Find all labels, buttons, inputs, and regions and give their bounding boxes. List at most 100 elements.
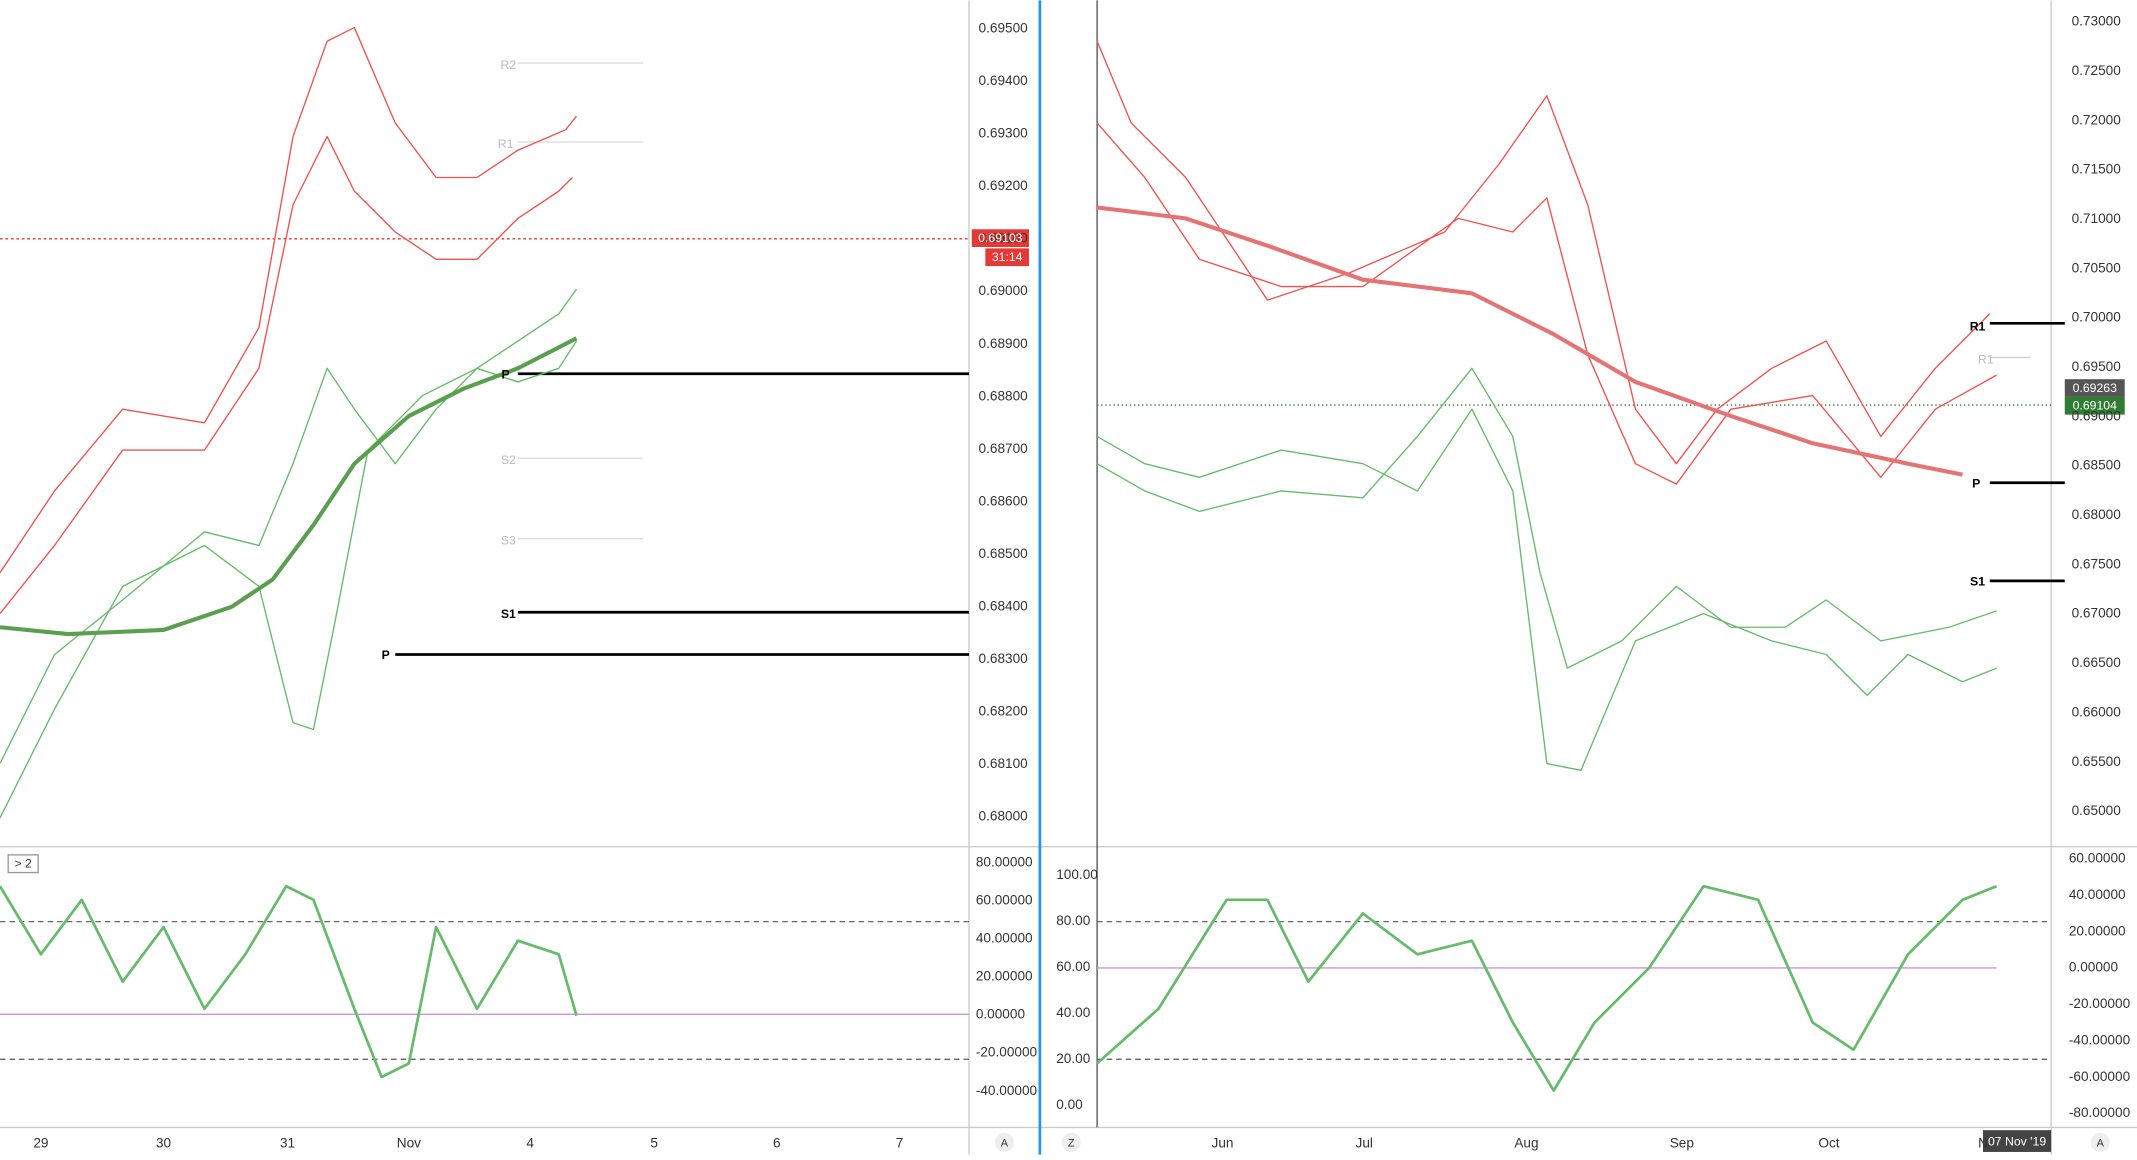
price-tick: 0.73000 bbox=[2072, 14, 2122, 29]
level-label: R1 bbox=[498, 137, 514, 151]
level-label: R1 bbox=[1970, 320, 1986, 334]
date-label: Oct bbox=[1818, 1135, 1839, 1150]
price-tick: 0.67000 bbox=[2072, 606, 2122, 621]
price-tick: 0.68000 bbox=[979, 809, 1029, 824]
price-tick: 0.65000 bbox=[2072, 803, 2122, 818]
osc-left-tick: 80.00 bbox=[1056, 913, 1090, 928]
osc-left-tick: 20.00 bbox=[1056, 1051, 1090, 1066]
osc-right-tick: -20.00000 bbox=[2069, 996, 2131, 1011]
levels bbox=[0, 62, 2065, 1060]
price-tick: 0.67500 bbox=[2072, 556, 2122, 571]
price-tick: 0.68000 bbox=[2072, 507, 2122, 522]
osc-right-tick: -40.00000 bbox=[2069, 1032, 2131, 1047]
price-tick: 0.69400 bbox=[979, 73, 1029, 88]
timer: 31:14 bbox=[992, 250, 1023, 264]
osc-tick: 60.00000 bbox=[976, 893, 1033, 908]
date-label: 31 bbox=[280, 1135, 295, 1150]
axis-button[interactable] bbox=[1061, 1132, 1081, 1152]
osc-right-tick: 0.00000 bbox=[2069, 960, 2119, 975]
price-tick: 0.68500 bbox=[2072, 458, 2122, 473]
price-tick: 0.69500 bbox=[2072, 359, 2122, 374]
level-label: S3 bbox=[501, 534, 516, 548]
price-tick: 0.65500 bbox=[2072, 754, 2122, 769]
price-tick: 0.69200 bbox=[979, 178, 1029, 193]
price-tick: 0.68600 bbox=[979, 493, 1029, 508]
timer-box bbox=[985, 248, 1029, 267]
osc-tick: 0.00000 bbox=[976, 1007, 1026, 1022]
date-badge-box bbox=[1982, 1130, 2052, 1152]
price-tick: 0.72000 bbox=[2072, 112, 2122, 127]
level-label: P bbox=[1972, 476, 1980, 490]
last-badge: 0.69263 bbox=[2073, 381, 2117, 395]
level-label: P bbox=[502, 367, 510, 381]
price-badge-box bbox=[2064, 396, 2125, 415]
price-tick: 0.66000 bbox=[2072, 704, 2122, 719]
price-tick: 0.68300 bbox=[979, 651, 1029, 666]
date-label: Jun bbox=[1212, 1135, 1234, 1150]
axis-button[interactable] bbox=[2090, 1132, 2110, 1152]
axis-button-label: Z bbox=[1068, 1138, 1075, 1150]
osc-badge-box[interactable] bbox=[7, 854, 39, 874]
osc-left-tick: 100.00 bbox=[1056, 867, 1098, 882]
date-label: 5 bbox=[650, 1135, 658, 1150]
date-label: 6 bbox=[773, 1135, 781, 1150]
date-label: 29 bbox=[33, 1135, 48, 1150]
osc-tick: -40.00000 bbox=[976, 1083, 1038, 1098]
osc-right-tick: -60.00000 bbox=[2069, 1069, 2131, 1084]
axis-button[interactable] bbox=[994, 1132, 1014, 1152]
level-label: S1 bbox=[1970, 575, 1985, 589]
price-tick: 0.69100 bbox=[979, 231, 1029, 246]
osc-right-tick: 20.00000 bbox=[2069, 923, 2126, 938]
date-label: Sep bbox=[1670, 1135, 1694, 1150]
price-tick: 0.70000 bbox=[2072, 310, 2122, 325]
last-badge-box bbox=[2064, 379, 2125, 397]
price-tick: 0.68100 bbox=[979, 756, 1029, 771]
price-badge-box bbox=[971, 229, 1029, 248]
osc-tick: 80.00000 bbox=[976, 855, 1033, 870]
osc-right-tick: 60.00000 bbox=[2069, 851, 2126, 866]
price-tick: 0.66500 bbox=[2072, 655, 2122, 670]
price-tick: 0.70500 bbox=[2072, 260, 2122, 275]
price-tick: 0.69000 bbox=[2072, 408, 2122, 423]
osc-badge: > 2 bbox=[14, 857, 32, 871]
osc-right-tick: 40.00000 bbox=[2069, 887, 2126, 902]
price-tick: 0.71000 bbox=[2072, 211, 2122, 226]
date-label: 7 bbox=[896, 1135, 904, 1150]
level-label: R1 bbox=[1978, 352, 1994, 366]
price-tick: 0.71500 bbox=[2072, 162, 2122, 177]
osc-tick: 40.00000 bbox=[976, 931, 1033, 946]
price-badge: 0.69104 bbox=[2073, 399, 2117, 413]
osc-left-tick: 40.00 bbox=[1056, 1005, 1090, 1020]
price-badge: 0.69103 bbox=[978, 231, 1022, 245]
price-tick: 0.68700 bbox=[979, 441, 1029, 456]
indicators bbox=[0, 26, 1998, 1092]
price-tick: 0.68400 bbox=[979, 598, 1029, 613]
price-tick: 0.69300 bbox=[979, 126, 1029, 141]
price-tick: 0.69000 bbox=[979, 283, 1029, 298]
price-tick: 0.68800 bbox=[979, 388, 1029, 403]
date-label: 4 bbox=[526, 1135, 534, 1150]
axis-button-label: A bbox=[2097, 1138, 2105, 1150]
level-label: S2 bbox=[501, 453, 516, 467]
osc-left-tick: 60.00 bbox=[1056, 959, 1090, 974]
date-label: 30 bbox=[156, 1135, 172, 1150]
date-label: Nov bbox=[397, 1135, 421, 1150]
price-tick: 0.68900 bbox=[979, 336, 1029, 351]
osc-right-tick: -80.00000 bbox=[2069, 1105, 2131, 1120]
date-label: N bbox=[1978, 1135, 1988, 1150]
price-tick: 0.69500 bbox=[979, 21, 1029, 36]
price-tick: 0.68200 bbox=[979, 704, 1029, 719]
axis-button-label: A bbox=[1001, 1138, 1009, 1150]
price-tick: 0.72500 bbox=[2072, 63, 2122, 78]
price-tick: 0.68500 bbox=[979, 546, 1029, 561]
osc-left-tick: 0.00 bbox=[1056, 1097, 1083, 1112]
level-label: S1 bbox=[501, 607, 516, 621]
level-label: P bbox=[382, 648, 390, 662]
date-badge: 07 Nov '19 bbox=[1988, 1135, 2046, 1149]
level-label: R2 bbox=[501, 58, 517, 72]
osc-tick: -20.00000 bbox=[976, 1045, 1038, 1060]
date-label: Jul bbox=[1356, 1135, 1373, 1150]
osc-tick: 20.00000 bbox=[976, 969, 1033, 984]
